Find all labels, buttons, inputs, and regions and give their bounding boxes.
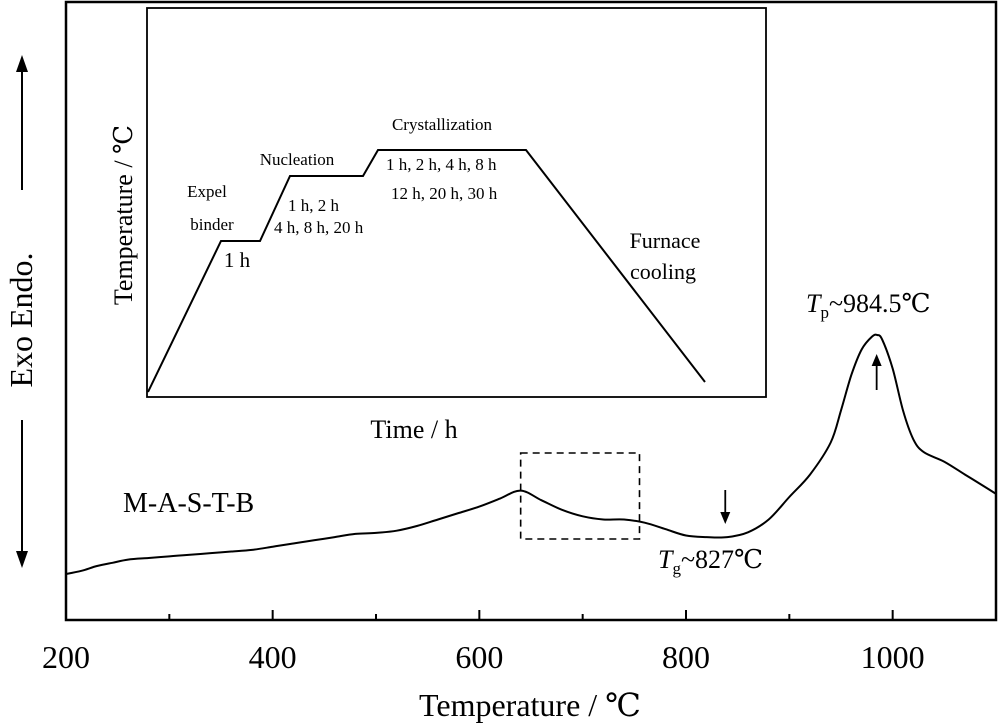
- tg-annotation: Tg~827℃: [658, 490, 763, 578]
- inset-schedule-line: [147, 149, 706, 393]
- x-tick-label: 800: [662, 639, 710, 675]
- arrow-up-head-icon: [16, 55, 28, 72]
- stage-crystallization-duration-1: 1 h, 2 h, 4 h, 8 h: [386, 155, 497, 174]
- stage-nucleation-duration-1: 1 h, 2 h: [288, 196, 340, 215]
- tp-annotation: Tp~984.5℃: [806, 289, 931, 390]
- tg-arrow-head-icon: [720, 512, 731, 524]
- y-axis-label: Exo Endo.: [3, 252, 39, 387]
- inset-frame: [146, 7, 767, 398]
- x-tick-label: 400: [249, 639, 297, 675]
- stage-crystallization-duration-2: 12 h, 20 h, 30 h: [391, 184, 498, 203]
- stage-expel-label-line1: Expel: [187, 182, 227, 201]
- highlight-dashed-box: [519, 452, 641, 540]
- tp-label: Tp~984.5℃: [806, 289, 931, 322]
- stage-cooling-label-line2: cooling: [630, 259, 696, 284]
- stage-crystallization-label: Crystallization: [392, 115, 493, 134]
- arrow-down-head-icon: [16, 551, 28, 568]
- inset-y-label: Temperature / ℃: [109, 125, 138, 305]
- inset-x-label: Time / h: [370, 415, 457, 444]
- stage-expel-label-line2: binder: [190, 215, 234, 234]
- tg-label: Tg~827℃: [658, 545, 763, 578]
- x-tick-label: 200: [42, 639, 90, 675]
- y-axis-label-group: Exo Endo.: [3, 55, 39, 568]
- inset-schedule-chart: Temperature / ℃ Time / h Expel binder 1 …: [109, 7, 767, 444]
- x-tick-label: 1000: [861, 639, 925, 675]
- tp-arrow-head-icon: [871, 354, 882, 366]
- stage-cooling-label-line1: Furnace: [630, 228, 701, 253]
- x-tick-label: 600: [455, 639, 503, 675]
- stage-expel-duration: 1 h: [224, 248, 251, 272]
- stage-nucleation-duration-2: 4 h, 8 h, 20 h: [274, 218, 364, 237]
- dsc-curve: [65, 333, 997, 575]
- x-axis-label: Temperature / ℃: [419, 687, 641, 723]
- main-plot-frame: [64, 0, 998, 622]
- x-axis-ticks: 200 400 600 800 1000: [42, 610, 997, 675]
- sample-label: M-A-S-T-B: [123, 488, 254, 519]
- stage-nucleation-label: Nucleation: [260, 150, 335, 169]
